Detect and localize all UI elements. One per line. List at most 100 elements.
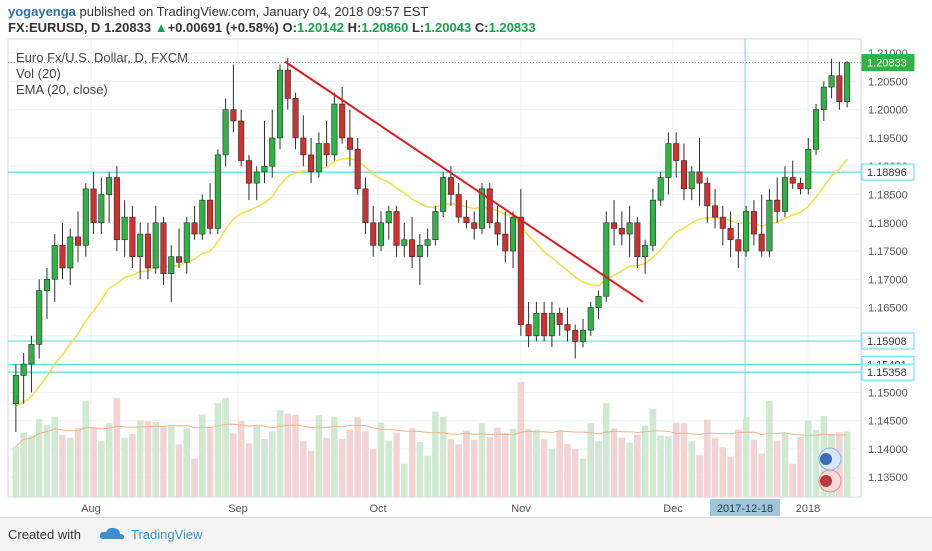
candle-body[interactable]: [587, 307, 594, 331]
candle-body[interactable]: [354, 148, 361, 190]
candle-body[interactable]: [377, 222, 385, 246]
candle-body[interactable]: [455, 194, 462, 218]
candle-body[interactable]: [191, 222, 198, 235]
candle-body[interactable]: [90, 188, 97, 224]
candle-body[interactable]: [556, 312, 563, 325]
candle-body[interactable]: [517, 216, 524, 325]
candle-body[interactable]: [712, 205, 719, 218]
candle-body[interactable]: [121, 216, 128, 241]
candle-body[interactable]: [59, 245, 66, 269]
candle-body[interactable]: [533, 312, 540, 337]
candle-body[interactable]: [665, 143, 672, 178]
candle-body[interactable]: [494, 222, 501, 235]
candle-body[interactable]: [284, 69, 291, 99]
candle-body[interactable]: [20, 363, 27, 376]
candle-body[interactable]: [230, 109, 237, 122]
candle-body[interactable]: [276, 69, 284, 139]
candle-body[interactable]: [750, 211, 757, 235]
candle-body[interactable]: [409, 239, 416, 257]
candle-body[interactable]: [245, 160, 252, 184]
candle-body[interactable]: [595, 295, 602, 308]
candle-body[interactable]: [611, 222, 618, 229]
candle-body[interactable]: [704, 182, 711, 207]
candle-body[interactable]: [618, 228, 625, 235]
candle-body[interactable]: [572, 329, 579, 342]
candle-body[interactable]: [269, 137, 276, 167]
candle-body[interactable]: [634, 222, 641, 257]
candle-body[interactable]: [510, 216, 517, 252]
candle-body[interactable]: [113, 177, 120, 241]
candle-body[interactable]: [393, 211, 400, 246]
candle-body[interactable]: [339, 103, 346, 139]
candle-body[interactable]: [603, 222, 610, 297]
price-chart[interactable]: 1.210001.205001.200001.195001.190001.185…: [0, 0, 932, 517]
candle-body[interactable]: [67, 236, 74, 269]
candle-body[interactable]: [98, 194, 105, 224]
candle-body[interactable]: [548, 312, 555, 337]
events-flag-icon[interactable]: [818, 447, 842, 493]
candle-body[interactable]: [525, 324, 532, 337]
candle-body[interactable]: [331, 103, 338, 156]
candle-body[interactable]: [160, 222, 167, 274]
candle-body[interactable]: [440, 177, 447, 212]
candle-body[interactable]: [541, 312, 548, 337]
candle-body[interactable]: [579, 329, 587, 342]
candle-body[interactable]: [758, 233, 765, 252]
candle-body[interactable]: [137, 233, 144, 257]
candle-body[interactable]: [502, 233, 509, 252]
candle-body[interactable]: [401, 239, 408, 246]
candle-body[interactable]: [844, 62, 851, 103]
candle-body[interactable]: [781, 177, 788, 212]
candle-body[interactable]: [813, 109, 820, 150]
candle-body[interactable]: [362, 188, 369, 224]
candle-body[interactable]: [292, 98, 299, 139]
candle-body[interactable]: [12, 375, 19, 405]
candle-body[interactable]: [447, 177, 454, 195]
candle-body[interactable]: [828, 75, 835, 88]
candle-body[interactable]: [75, 236, 82, 246]
candle-body[interactable]: [238, 120, 245, 161]
candle-body[interactable]: [168, 256, 175, 274]
candle-body[interactable]: [836, 75, 843, 103]
candle-body[interactable]: [199, 199, 206, 235]
candle-body[interactable]: [673, 143, 680, 161]
candle-body[interactable]: [300, 137, 307, 156]
candle-body[interactable]: [28, 344, 35, 365]
candle-body[interactable]: [183, 222, 190, 263]
candle-body[interactable]: [642, 245, 649, 257]
candle-body[interactable]: [680, 160, 687, 190]
candle-body[interactable]: [308, 154, 315, 173]
candle-body[interactable]: [222, 109, 229, 156]
candle-body[interactable]: [789, 177, 796, 184]
candle-body[interactable]: [486, 188, 493, 224]
candle-body[interactable]: [564, 324, 571, 331]
tradingview-brand-link[interactable]: TradingView: [131, 527, 203, 542]
candle-body[interactable]: [432, 211, 439, 241]
candle-body[interactable]: [696, 171, 703, 184]
candle-body[interactable]: [719, 216, 726, 229]
candle-body[interactable]: [735, 239, 742, 252]
candle-body[interactable]: [416, 245, 423, 257]
candle-body[interactable]: [424, 239, 431, 246]
candle-body[interactable]: [463, 216, 470, 224]
candle-body[interactable]: [43, 279, 50, 291]
candle-body[interactable]: [797, 182, 804, 190]
candle-body[interactable]: [315, 143, 322, 173]
candle-body[interactable]: [657, 177, 664, 201]
candle-body[interactable]: [207, 199, 214, 229]
candle-body[interactable]: [129, 216, 136, 257]
candle-body[interactable]: [152, 222, 159, 269]
candle-body[interactable]: [51, 245, 58, 280]
candle-body[interactable]: [385, 211, 392, 224]
candle-body[interactable]: [370, 222, 377, 246]
candle-body[interactable]: [144, 233, 151, 269]
candle-body[interactable]: [478, 188, 486, 229]
publisher-name[interactable]: yogayenga: [8, 4, 76, 19]
candle-body[interactable]: [766, 199, 773, 252]
candle-body[interactable]: [649, 199, 656, 246]
candle-body[interactable]: [323, 143, 330, 156]
candle-body[interactable]: [727, 228, 734, 241]
candle-body[interactable]: [743, 211, 750, 252]
candle-body[interactable]: [261, 165, 268, 173]
candle-body[interactable]: [176, 256, 183, 263]
